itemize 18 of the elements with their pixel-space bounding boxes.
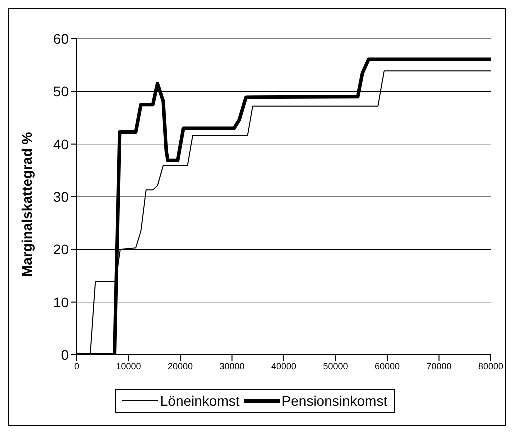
x-tick-label: 80000	[478, 361, 504, 372]
legend-label: Pensionsinkomst	[280, 393, 388, 409]
x-tick-label: 70000	[426, 361, 452, 372]
y-tick-label: 30	[53, 188, 70, 205]
x-tick-label: 30000	[220, 361, 245, 372]
x-tick-label: 20000	[168, 361, 194, 372]
y-tick-label: 50	[53, 84, 70, 100]
y-axis-title: Marginalskattegrad %	[18, 132, 35, 277]
y-tick-label: 20	[53, 242, 70, 258]
x-tick-label: 10000	[116, 361, 142, 372]
x-tick-label: 60000	[374, 361, 400, 372]
x-tick-label: 50000	[323, 361, 348, 372]
y-tick-label: 10	[53, 294, 70, 310]
x-tick-label: 0	[74, 361, 80, 372]
legend-label: Löneinkomst	[159, 393, 240, 409]
y-tick-label: 40	[53, 136, 70, 152]
x-tick-label: 40000	[271, 361, 297, 372]
y-tick-label: 60	[53, 30, 70, 47]
